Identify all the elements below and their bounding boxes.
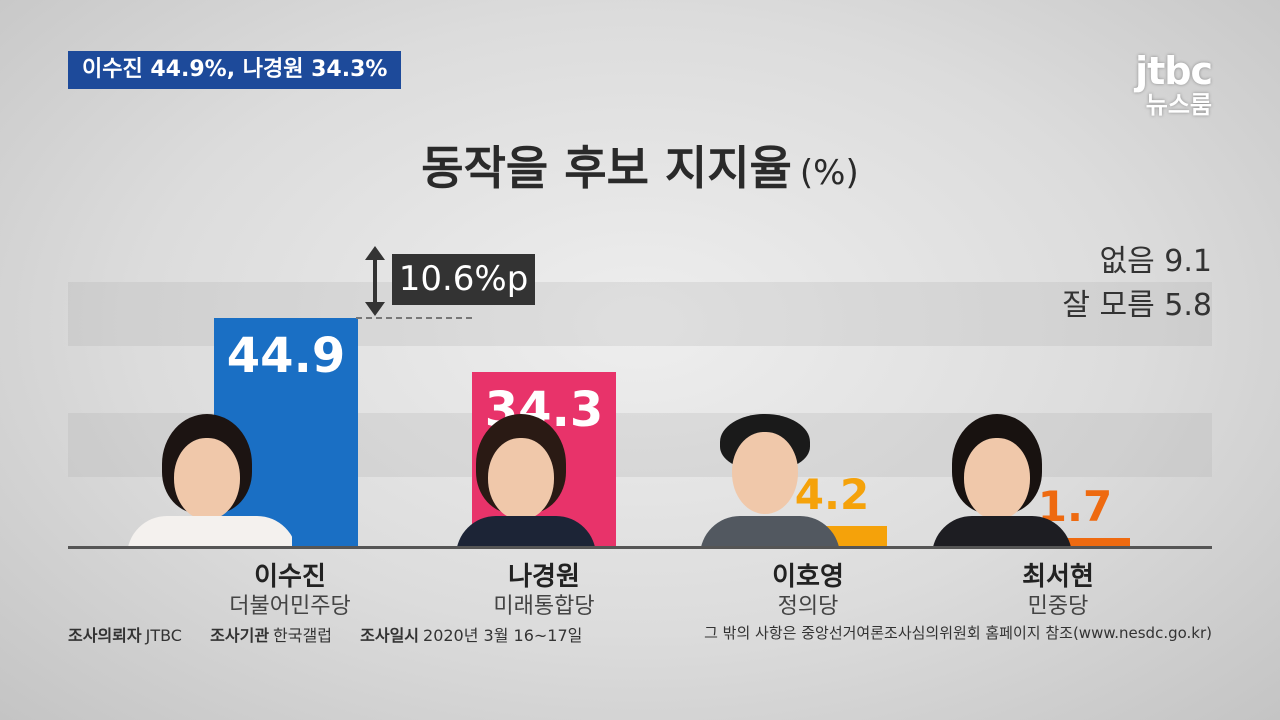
others-none: 없음 9.1 [1099,244,1212,279]
footer-date-label: 조사일시 [360,626,420,645]
candidate-party-2: 미래통합당 [493,594,595,619]
footer-note: 그 밖의 사항은 중앙선거여론조사심의위원회 홈페이지 참조(www.nesdc… [704,624,1212,642]
candidate-name-1: 이수진 [254,562,326,592]
others-box: 없음 9.1 잘 모름 5.8 [1062,240,1212,328]
bar-value-3: 4.2 [794,469,870,519]
headline-banner: 이수진 44.9%, 나경원 34.3% [68,51,402,89]
candidate-party-4: 민중당 [1027,594,1089,619]
logo-sub: 뉴스룸 [1145,91,1212,119]
chart-title-wrap: 동작을 후보 지지율 (%) [0,132,1280,198]
logo-brand: jtbc [1135,49,1213,93]
chart-title: 동작을 후보 지지율 [421,141,792,195]
footer-org: 한국갤럽 [273,626,332,645]
chart-unit: (%) [799,153,859,193]
photo-body [700,516,840,547]
candidate-name-4: 최서현 [1022,562,1094,592]
photo-body [932,516,1072,547]
photo-body [127,516,292,547]
footer-client: JTBC [145,626,182,645]
candidate-name-2: 나경원 [508,562,580,592]
candidate-photo-1 [122,410,292,547]
photo-face [174,438,240,520]
jtbc-logo: jtbc 뉴스룸 [1112,49,1213,120]
gap-dashed-line [356,317,472,319]
double-arrow-icon [365,246,385,316]
footer-client-label: 조사의뢰자 [68,626,142,645]
candidate-photo-4 [912,410,1082,547]
candidate-party-3: 정의당 [777,594,839,619]
others-dont-know: 잘 모름 5.8 [1062,288,1212,323]
candidate-party-1: 더불어민주당 [229,594,351,619]
photo-face [732,432,798,514]
chart-baseline [68,546,1212,549]
gap-annotation: 10.6%p [392,254,535,305]
footer-date: 2020년 3월 16~17일 [423,626,583,645]
footer-left: 조사의뢰자 JTBC 조사기관 한국갤럽 조사일시 2020년 3월 16~17일 [68,622,582,646]
photo-face [964,438,1030,520]
candidate-photo-2 [436,410,606,547]
photo-body [456,516,596,547]
candidate-name-3: 이호영 [772,562,844,592]
bar-value-1: 44.9 [226,328,346,384]
footer-org-label: 조사기관 [210,626,270,645]
candidate-photo-3 [680,410,850,547]
photo-face [488,438,554,520]
